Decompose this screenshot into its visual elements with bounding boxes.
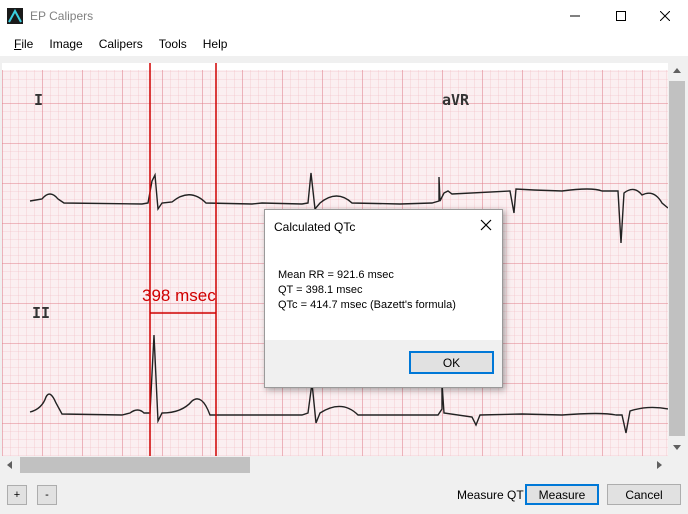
horizontal-scroll-thumb[interactable] (20, 457, 250, 473)
bottom-toolbar: + - Measure QT Measure Cancel (0, 476, 688, 514)
title-bar: EP Calipers (0, 0, 688, 32)
vertical-scrollbar[interactable] (668, 63, 686, 456)
menu-bar: File Image Calipers Tools Help (0, 32, 688, 56)
maximize-button[interactable] (598, 0, 644, 32)
dialog-title: Calculated QTc (274, 220, 356, 234)
vertical-scroll-thumb[interactable] (669, 81, 685, 436)
qtc-dialog: Calculated QTc Mean RR = 921.6 msec QT =… (264, 209, 503, 388)
ecg-image: I aVR II 398 msec (2, 63, 668, 456)
mean-rr-text: Mean RR = 921.6 msec (278, 269, 394, 281)
menu-file-accel: F (14, 37, 22, 51)
menu-file-rest: ile (21, 37, 34, 51)
dialog-body: Mean RR = 921.6 msec QT = 398.1 msec QTc… (265, 248, 502, 340)
close-button[interactable] (642, 0, 688, 32)
window-title: EP Calipers (30, 9, 94, 23)
menu-calipers[interactable]: Calipers (98, 37, 143, 51)
lead-label-ii: II (32, 304, 50, 322)
qt-text: QT = 398.1 msec (278, 284, 363, 296)
minimize-button[interactable] (552, 0, 598, 32)
measure-button[interactable]: Measure (525, 484, 599, 505)
ecg-trace-lead-i (29, 172, 668, 244)
qtc-text: QTc = 414.7 msec (Bazett's formula) (278, 299, 456, 311)
caliper[interactable]: 398 msec (142, 63, 217, 456)
horizontal-scrollbar[interactable] (0, 456, 688, 474)
scroll-left-icon[interactable] (6, 461, 12, 469)
scroll-up-icon[interactable] (673, 67, 681, 73)
scroll-down-icon[interactable] (673, 445, 681, 451)
maximize-icon (616, 11, 626, 21)
close-icon (660, 11, 670, 21)
menu-file[interactable]: File (6, 32, 41, 56)
measure-mode-label: Measure QT (457, 488, 524, 502)
dialog-footer: OK (265, 340, 502, 387)
scroll-right-icon[interactable] (657, 461, 663, 469)
dialog-close-icon[interactable] (478, 217, 494, 233)
ep-calipers-app-icon (7, 8, 23, 24)
ecg-trace-lead-ii (29, 334, 668, 434)
ok-button[interactable]: OK (409, 351, 494, 374)
caliper-measurement-label: 398 msec (142, 286, 216, 305)
minimize-icon (570, 15, 580, 17)
lead-label-avr: aVR (442, 91, 470, 109)
menu-tools[interactable]: Tools (158, 37, 187, 51)
menu-help[interactable]: Help (202, 37, 228, 51)
lead-label-i: I (34, 91, 43, 109)
zoom-out-button[interactable]: - (37, 485, 57, 505)
zoom-in-button[interactable]: + (7, 485, 27, 505)
cancel-button[interactable]: Cancel (607, 484, 681, 505)
menu-image[interactable]: Image (49, 37, 83, 51)
